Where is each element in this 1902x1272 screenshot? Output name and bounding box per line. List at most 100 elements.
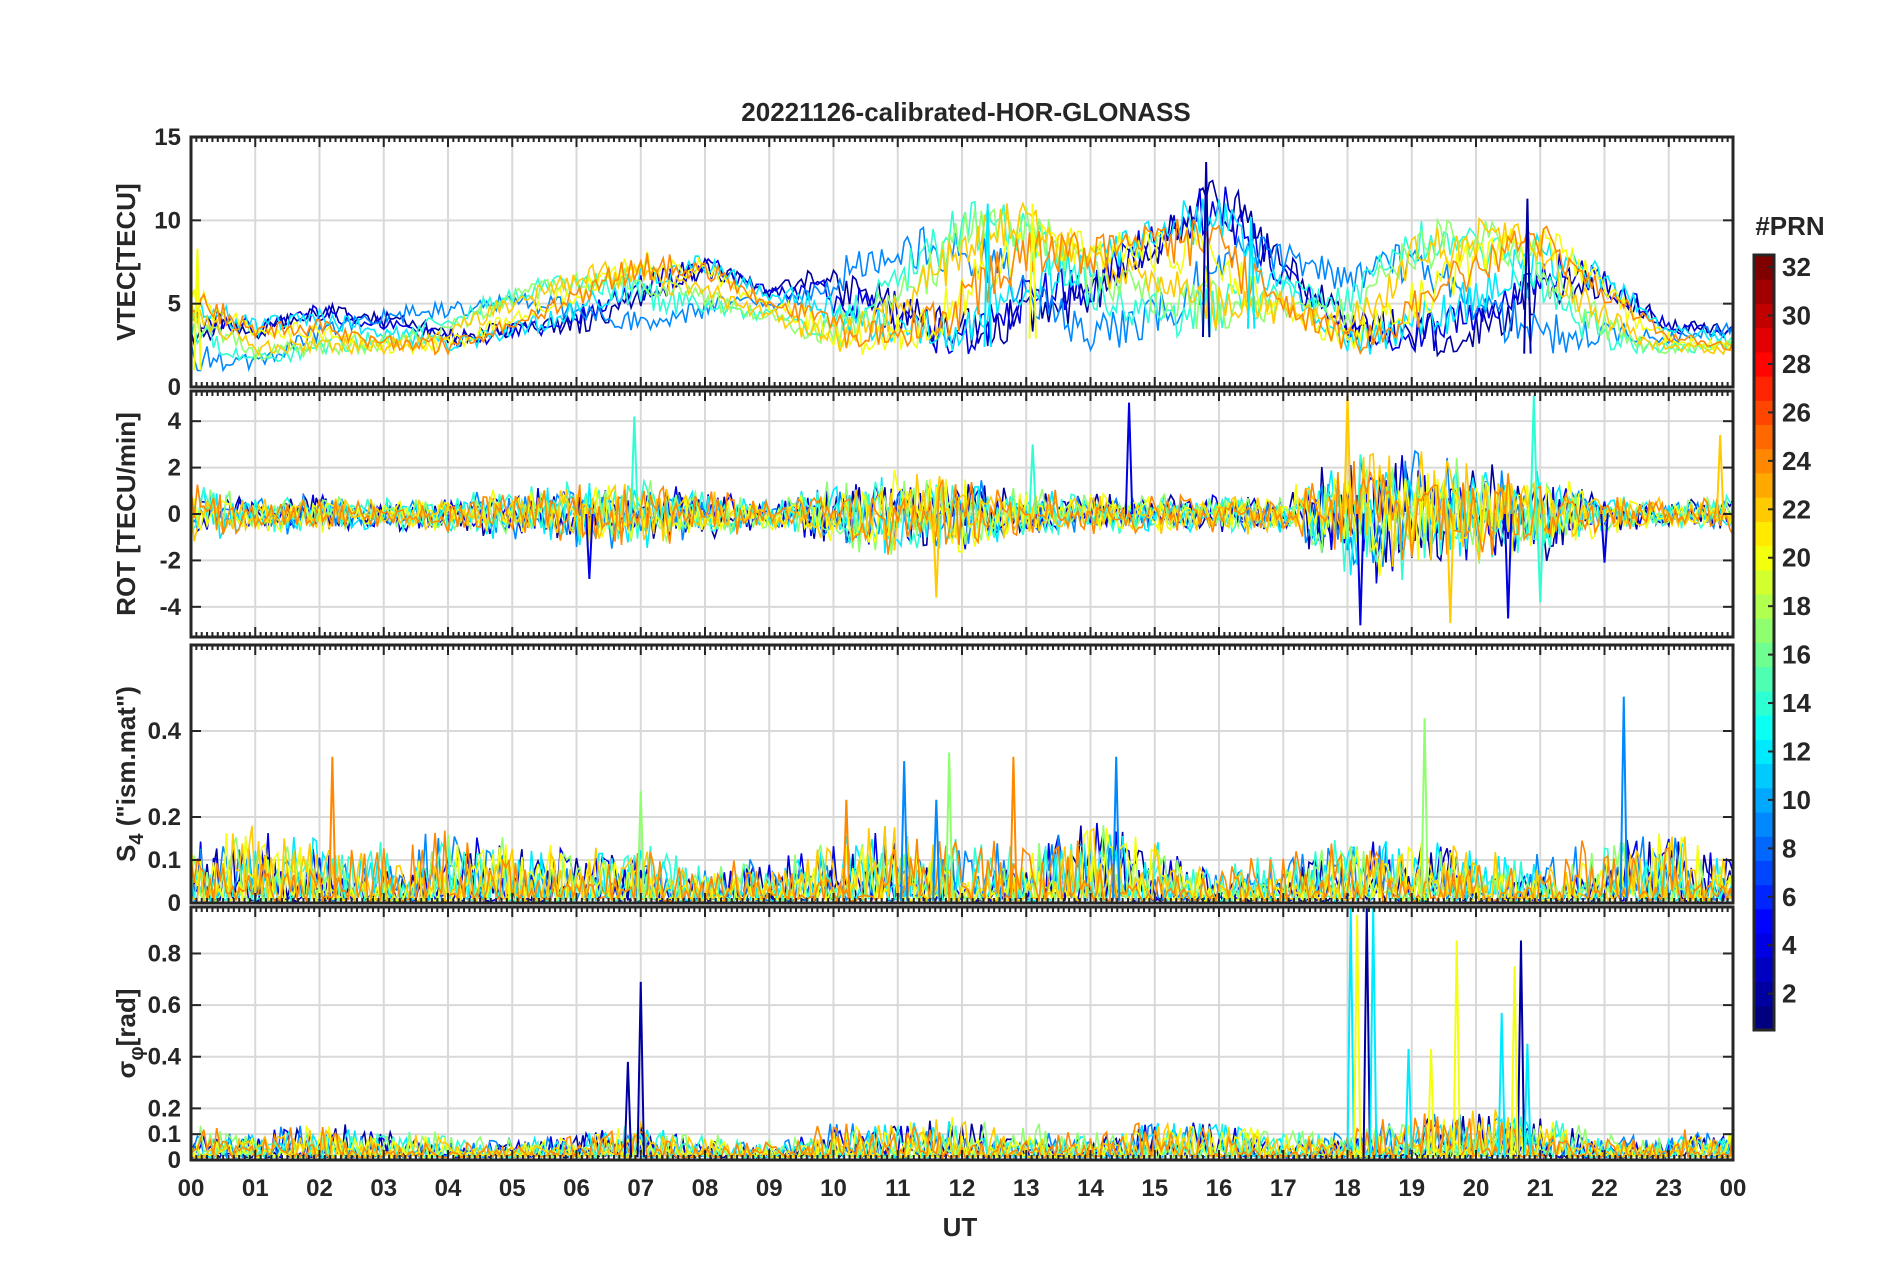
- x-tick-label: 14: [1077, 1175, 1104, 1202]
- y-tick-label: 0.6: [148, 992, 181, 1019]
- colorbar-segment: [1754, 763, 1774, 789]
- colorbar-segment: [1754, 981, 1774, 1007]
- colorbar-tick-label: 30: [1782, 301, 1811, 331]
- y-tick-label: 0.2: [148, 804, 181, 831]
- colorbar-segment: [1754, 448, 1774, 474]
- data-spike: [1028, 203, 1037, 339]
- y-tick-label: -4: [160, 594, 182, 621]
- data-spike: [1536, 513, 1545, 603]
- data-spike: [328, 756, 337, 901]
- data-spike: [1446, 513, 1455, 624]
- x-tick-label: 06: [563, 1175, 590, 1202]
- data-spike: [983, 203, 992, 348]
- data-spike: [1246, 216, 1256, 329]
- colorbar-segment: [1754, 303, 1774, 329]
- data-spike: [1516, 940, 1526, 1158]
- x-tick-label: 18: [1334, 1175, 1361, 1202]
- y-axis-label: σφ[rad]: [111, 989, 148, 1079]
- panel-2: -4 -2 0 2 4 ROT [TECU/min]: [111, 389, 1735, 639]
- colorbar-segment: [1754, 884, 1774, 910]
- x-tick-label: 08: [692, 1175, 719, 1202]
- y-tick-label: 0.4: [148, 718, 182, 745]
- colorbar-tick-label: 24: [1782, 446, 1811, 476]
- series-traces: [191, 161, 1733, 373]
- y-tick-label: 0.1: [148, 847, 181, 874]
- colorbar-segment: [1754, 666, 1774, 692]
- colorbar-segment: [1754, 787, 1774, 813]
- data-spike: [1497, 1012, 1506, 1158]
- colorbar-segment: [1754, 279, 1774, 304]
- colorbar-segment: [1754, 1005, 1774, 1031]
- x-tick-label: 12: [949, 1175, 976, 1202]
- x-tick-label: 01: [242, 1175, 269, 1202]
- y-tick-label: 0.8: [148, 940, 181, 967]
- colorbar-tick-label: 20: [1782, 543, 1811, 573]
- y-tick-label: 0.2: [148, 1095, 181, 1122]
- data-spike: [1523, 198, 1532, 354]
- colorbar-segment: [1754, 545, 1774, 571]
- colorbar-segment: [1754, 618, 1774, 643]
- data-spike: [636, 791, 645, 901]
- y-tick-label: 0: [168, 374, 181, 401]
- data-spike: [1201, 161, 1211, 338]
- prn-series-line: [191, 460, 1733, 560]
- data-spike: [1009, 756, 1018, 901]
- data-spike: [630, 416, 639, 515]
- x-tick-label: 04: [435, 1175, 462, 1202]
- y-tick-label: 4: [168, 408, 182, 435]
- colorbar-tick-label: 26: [1782, 397, 1811, 427]
- prn-series-line: [191, 1109, 1733, 1160]
- colorbar-tick-label: 16: [1782, 640, 1811, 670]
- data-spike: [1503, 513, 1513, 619]
- colorbar-tick-label: 8: [1782, 833, 1796, 863]
- data-spike: [1111, 756, 1121, 901]
- prn-series-line: [191, 451, 1733, 567]
- x-tick-label: 16: [1206, 1175, 1233, 1202]
- colorbar-segment: [1754, 739, 1774, 765]
- x-tick-label: 17: [1270, 1175, 1297, 1202]
- data-spike: [1346, 907, 1355, 1158]
- data-spike: [1362, 907, 1371, 1158]
- data-spike: [1529, 395, 1539, 515]
- colorbar-segment: [1754, 327, 1774, 353]
- chart-title: 20221126-calibrated-HOR-GLONASS: [741, 97, 1190, 127]
- colorbar-segment: [1754, 497, 1774, 522]
- colorbar-segment: [1754, 255, 1774, 280]
- x-tick-label: 11: [885, 1175, 910, 1202]
- x-tick-label: 20: [1463, 1175, 1490, 1202]
- colorbar-segment: [1754, 690, 1774, 716]
- colorbar-frame: [1752, 253, 1776, 1032]
- panel-3: 0 0.1 0.2 0.4S4 ("ism.mat"): [111, 643, 1735, 917]
- x-tick-label: 15: [1141, 1175, 1168, 1202]
- y-axis-label: VTEC[TECU]: [111, 183, 141, 340]
- y-tick-label: 2: [168, 455, 181, 482]
- data-spike: [1352, 914, 1362, 1158]
- data-spike: [899, 761, 909, 901]
- colorbar-tick-label: 2: [1782, 979, 1796, 1009]
- data-spike: [944, 752, 954, 901]
- colorbar-segment: [1754, 594, 1774, 619]
- x-tick-label: 10: [820, 1175, 847, 1202]
- colorbar-segment: [1754, 812, 1774, 837]
- data-spike: [636, 981, 645, 1158]
- x-axis-ticks: 00 01 02 03 04 05 06 07 08 09 10 11 12 13 14 15 16 17 18 19…: [178, 1175, 1747, 1202]
- colorbar-tick-label: 14: [1782, 688, 1811, 718]
- panel-4: 00.10.2 0.4 0.6 0.8σφ[rad]: [111, 905, 1735, 1174]
- colorbar-segment: [1754, 351, 1774, 377]
- data-spike: [193, 248, 202, 371]
- y-tick-label: 0.1: [148, 1121, 181, 1148]
- series-traces: [191, 393, 1733, 626]
- data-spike: [1028, 444, 1037, 515]
- data-spike: [1356, 513, 1365, 626]
- y-axis-label: ROT [TECU/min]: [111, 412, 141, 616]
- data-spike: [1510, 966, 1519, 1158]
- data-spike: [932, 799, 941, 901]
- colorbar-tick-label: 4: [1782, 930, 1797, 960]
- data-spike: [842, 799, 851, 901]
- data-spike: [1426, 1048, 1436, 1158]
- colorbar-tick-label: 22: [1782, 494, 1811, 524]
- data-spike: [1124, 402, 1134, 515]
- y-tick-label: 0: [168, 1147, 181, 1174]
- colorbar-segment: [1754, 521, 1774, 547]
